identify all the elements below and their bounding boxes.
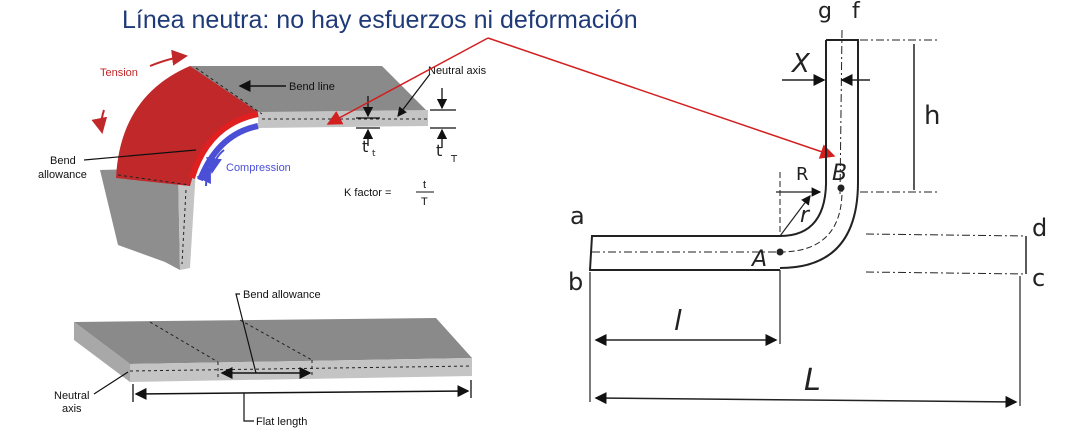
plate-leg-face [100,168,180,270]
label-A: A [750,247,767,272]
flat-plate-top [74,318,472,364]
k-factor-label: K factor = [344,187,391,199]
t-big-label: t [436,141,442,160]
bend-allowance-label-2: allowance [38,169,87,181]
compression-label: Compression [226,162,291,174]
flat-plate-figure: Bend allowance Neutral axis Flat length [54,289,473,428]
flat-plate-left [74,322,130,382]
bent-plate-figure: Tension Bend line Neutral axis Bend allo… [38,49,487,270]
tension-label: Tension [100,67,138,79]
label-r: r [800,203,811,228]
label-f: f [852,0,861,24]
t-small-label: t [362,137,368,156]
flat-length-label: Flat length [256,416,307,428]
bend-outer-edge-red [189,111,259,179]
label-h: h [924,101,940,131]
flat-bend-allowance-label: Bend allowance [243,289,321,301]
label-g: g [818,0,832,24]
page-title: Línea neutra: no hay esfuerzos ni deform… [122,6,638,34]
label-a: a [570,202,585,230]
hand-sketch-labels: g f X h R r B A a b c d l L [568,0,1047,398]
label-L: L [804,363,821,398]
plate-leg-edge [178,168,196,270]
neutral-axis-label: Neutral axis [428,65,487,77]
title-callout-arrows [326,37,836,159]
t-small-sub: t [372,149,376,159]
label-x: X [790,49,811,79]
k-factor-numerator: t [423,179,426,191]
k-factor-denominator: T [421,196,428,208]
label-b: b [568,268,583,296]
label-d: d [1032,214,1047,242]
t-big-sub: T [450,154,458,165]
flat-neutral-axis-label-1: Neutral [54,390,89,402]
label-R: R [796,164,809,185]
label-l: l [674,304,682,337]
tension-bend-surface [116,66,258,186]
label-B: B [832,161,847,186]
hand-sketch-figure [588,29,1027,408]
bend-line-label: Bend line [289,81,335,93]
flat-neutral-axis-label-2: axis [62,403,82,415]
label-c: c [1032,264,1045,292]
bend-allowance-label-1: Bend [50,155,76,167]
